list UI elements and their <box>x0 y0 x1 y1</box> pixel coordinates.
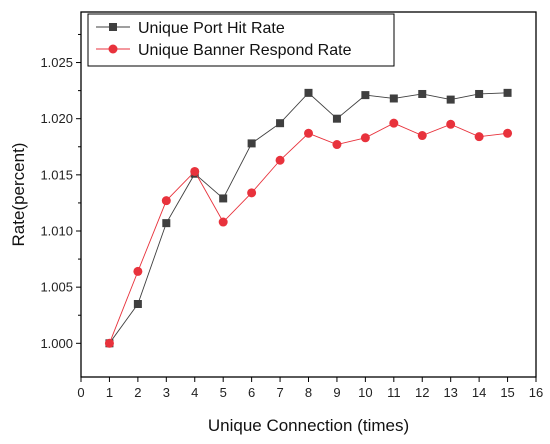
series-group <box>104 88 513 348</box>
axis-ticks: 0 1 2 3 4 5 6 7 8 9 10 11 12 13 14 15 161.0001.0051.0101… <box>40 33 543 400</box>
x-tick-label: 0 <box>77 385 84 400</box>
x-axis-title: Unique Connection (times) <box>208 416 409 435</box>
legend: Unique Port Hit Rate Unique Banner Respon… <box>87 13 395 67</box>
data-point <box>190 166 200 176</box>
data-point <box>418 89 427 98</box>
data-point <box>446 119 456 129</box>
legend-marker <box>108 44 118 54</box>
x-tick-label: 16 <box>529 385 543 400</box>
plot-area <box>80 11 537 378</box>
legend-label: Unique Port Hit Rate <box>138 20 285 37</box>
data-point <box>276 119 285 128</box>
data-point <box>503 128 513 138</box>
data-point <box>247 188 257 198</box>
data-point <box>247 139 256 148</box>
x-tick-label: 5 <box>220 385 227 400</box>
data-point <box>503 88 512 97</box>
data-point <box>133 300 142 308</box>
x-tick-label: 2 <box>134 385 141 400</box>
data-point <box>389 94 398 103</box>
data-point <box>417 131 427 141</box>
x-tick-label: 12 <box>415 385 429 400</box>
x-tick-label: 11 <box>387 385 401 400</box>
data-point <box>361 91 370 100</box>
data-point <box>104 338 114 348</box>
data-point <box>304 88 313 97</box>
data-point <box>474 132 484 142</box>
legend-box <box>87 13 395 67</box>
x-tick-label: 7 <box>276 385 283 400</box>
data-point <box>133 266 143 276</box>
y-tick-label: 1.005 <box>40 280 73 295</box>
x-tick-label: 15 <box>500 385 514 400</box>
x-tick-label: 6 <box>248 385 255 400</box>
legend-marker <box>109 23 117 31</box>
y-tick-label: 1.025 <box>40 55 73 70</box>
x-tick-label: 9 <box>333 385 340 400</box>
data-point <box>218 217 228 227</box>
x-tick-label: 3 <box>163 385 170 400</box>
data-point <box>360 133 370 143</box>
x-tick-label: 4 <box>191 385 198 400</box>
x-tick-label: 1 <box>106 385 113 400</box>
data-point <box>332 140 342 150</box>
x-tick-label: 14 <box>472 385 486 400</box>
data-point <box>161 196 171 206</box>
data-point <box>446 95 455 104</box>
series-2 <box>104 118 513 348</box>
data-point <box>275 155 285 165</box>
y-tick-label: 1.010 <box>40 224 73 239</box>
data-point <box>304 128 313 138</box>
x-tick-label: 8 <box>305 385 312 400</box>
y-tick-label: 1.000 <box>40 336 73 351</box>
x-tick-label: 10 <box>358 385 372 400</box>
legend-label: Unique Banner Respond Rate <box>138 42 352 59</box>
plot-frame <box>80 11 537 378</box>
data-point <box>475 89 484 98</box>
legend-item: Unique Port Hit Rate <box>96 20 285 37</box>
data-point <box>389 118 399 128</box>
x-tick-label: 13 <box>443 385 457 400</box>
data-point <box>219 194 228 203</box>
y-tick-label: 1.015 <box>40 167 73 182</box>
data-point <box>332 114 341 123</box>
data-point <box>162 219 171 228</box>
legend-item: Unique Banner Respond Rate <box>96 42 352 59</box>
y-axis-title: Rate(percent) <box>9 143 28 247</box>
y-tick-label: 1.020 <box>40 111 73 126</box>
